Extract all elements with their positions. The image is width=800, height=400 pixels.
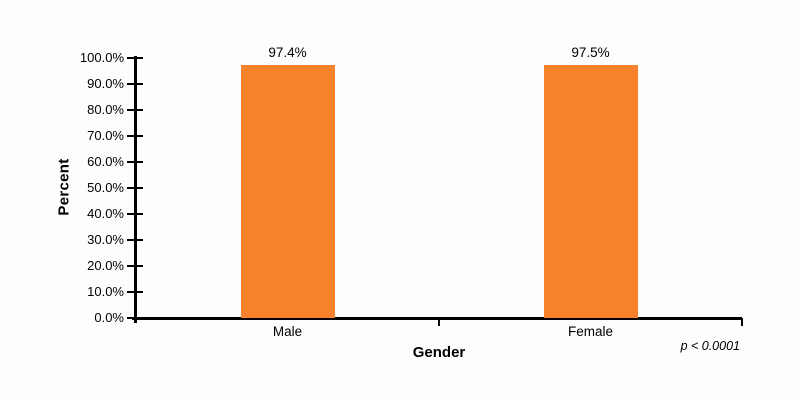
y-tick-label: 0.0%: [94, 310, 124, 325]
y-tick-label: 70.0%: [87, 128, 124, 143]
y-tick-mark: [127, 291, 143, 293]
y-tick-mark: [127, 161, 143, 163]
y-tick-mark: [127, 213, 143, 215]
y-tick-mark: [127, 57, 143, 59]
y-tick-mark: [127, 239, 143, 241]
bar-value-label: 97.5%: [571, 44, 610, 60]
y-tick-mark: [127, 265, 143, 267]
y-tick-label: 100.0%: [79, 50, 124, 65]
plot-area: 0.0% 10.0% 20.0% 30.0% 40.0% 50.0% 60.0% 70.0% 8…: [80, 45, 743, 339]
y-axis-line: [134, 56, 137, 323]
y-tick-mark: [127, 83, 143, 85]
category-label-male: Male: [272, 324, 303, 339]
y-tick-mark: [127, 317, 143, 319]
y-tick-label: 10.0%: [87, 284, 124, 299]
bar-female: [543, 64, 638, 318]
bar-male: [240, 64, 335, 318]
p-value-annotation: p < 0.0001: [680, 339, 740, 353]
y-tick-label: 20.0%: [87, 258, 124, 273]
x-tick-mark: [438, 318, 440, 326]
x-axis-line: [132, 317, 742, 320]
y-tick-label: 40.0%: [87, 206, 124, 221]
y-tick-mark: [127, 187, 143, 189]
y-tick-label: 80.0%: [87, 102, 124, 117]
x-tick-mark: [741, 318, 743, 326]
bar-value-label: 97.4%: [268, 44, 307, 60]
x-axis-title: Gender: [412, 344, 466, 361]
category-label-female: Female: [567, 324, 613, 339]
y-tick-label: 50.0%: [87, 180, 124, 195]
y-tick-mark: [127, 135, 143, 137]
y-tick-mark: [127, 109, 143, 111]
y-tick-label: 60.0%: [87, 154, 124, 169]
y-tick-label: 90.0%: [87, 76, 124, 91]
y-tick-label: 30.0%: [87, 232, 124, 247]
